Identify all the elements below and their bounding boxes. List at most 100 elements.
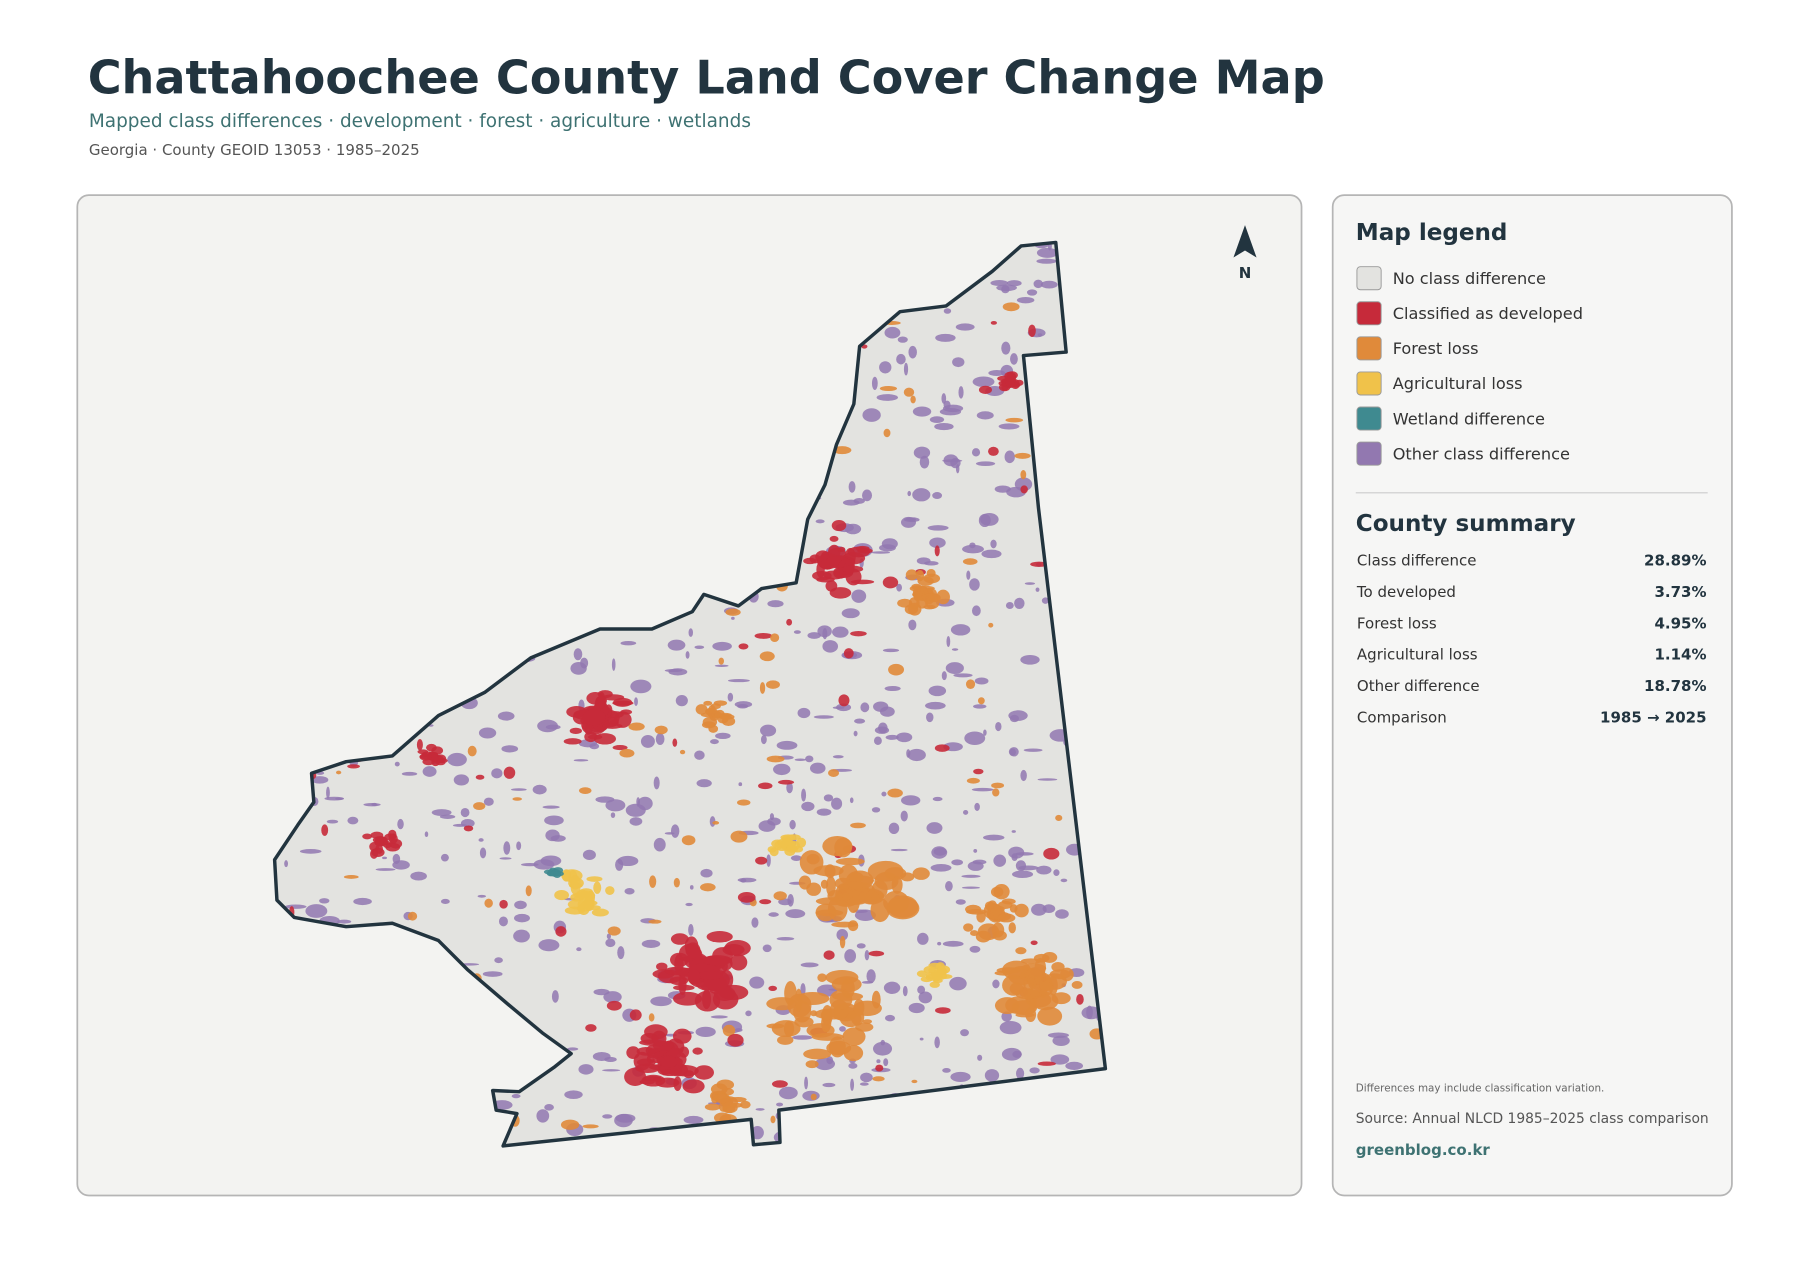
patch <box>810 1093 817 1101</box>
patch <box>759 682 766 694</box>
patch <box>951 648 959 651</box>
patch <box>910 395 916 404</box>
patch <box>688 924 694 936</box>
patch <box>1005 602 1014 610</box>
patch <box>416 739 423 751</box>
patch <box>915 569 925 582</box>
patch <box>978 385 992 395</box>
patch <box>612 700 634 706</box>
patch <box>1012 870 1034 879</box>
legend-label: Agricultural loss <box>1393 374 1523 393</box>
patch <box>884 686 901 692</box>
patch <box>962 810 969 815</box>
patch <box>553 870 562 879</box>
patch <box>1086 1005 1093 1020</box>
patch <box>501 745 519 753</box>
patch <box>641 939 661 948</box>
patch <box>939 408 962 416</box>
patch <box>1037 778 1058 781</box>
patch <box>903 387 915 397</box>
site-link[interactable]: greenblog.co.kr <box>1356 1141 1491 1159</box>
patch <box>730 954 748 971</box>
patch <box>998 423 1020 430</box>
patch <box>792 1035 813 1040</box>
patch <box>962 558 978 565</box>
patch <box>822 1082 836 1088</box>
patch <box>854 718 866 724</box>
patch <box>538 939 560 952</box>
patch <box>700 883 716 892</box>
patch <box>776 740 798 750</box>
patch <box>479 847 487 859</box>
subtitle: Mapped class differences · development ·… <box>89 111 751 132</box>
patch <box>688 628 693 637</box>
patch <box>1005 996 1032 1015</box>
patch <box>710 1083 728 1095</box>
patch <box>820 879 829 889</box>
patch <box>901 795 921 806</box>
patch <box>654 725 668 735</box>
patch <box>927 525 949 531</box>
patch <box>335 797 344 800</box>
patch <box>371 802 378 807</box>
patch <box>636 1058 656 1067</box>
patch <box>608 711 624 719</box>
patch <box>725 608 741 616</box>
patch <box>911 1079 918 1084</box>
patch <box>873 1041 893 1056</box>
patch <box>1024 582 1036 585</box>
patch <box>695 1026 716 1038</box>
patch <box>673 877 680 888</box>
patch <box>905 569 918 581</box>
patch <box>583 896 595 912</box>
patch <box>617 946 625 960</box>
patch <box>832 446 852 455</box>
patch <box>727 692 734 702</box>
patch <box>990 886 1004 898</box>
patch <box>934 744 950 752</box>
patch <box>916 970 927 978</box>
patch <box>347 764 360 769</box>
patch <box>353 897 372 906</box>
patch <box>823 950 835 960</box>
patch <box>1053 869 1060 877</box>
patch <box>885 1014 895 1022</box>
patch <box>904 517 920 523</box>
patch <box>706 931 733 943</box>
patch <box>1042 951 1058 963</box>
patch <box>974 802 980 811</box>
patch <box>966 908 988 915</box>
patch <box>722 944 745 956</box>
patch <box>713 986 736 1001</box>
patch <box>952 357 965 368</box>
patch <box>888 822 900 835</box>
patch <box>513 929 530 943</box>
patch <box>648 919 662 924</box>
patch <box>839 935 846 949</box>
patch <box>729 1097 747 1103</box>
patch <box>842 565 864 573</box>
patch <box>770 633 780 642</box>
patch <box>417 749 429 755</box>
patch <box>912 867 930 880</box>
patch <box>934 423 954 431</box>
legend-label: Classified as developed <box>1393 304 1583 323</box>
patch <box>908 1002 925 1014</box>
patch <box>832 626 849 638</box>
patch <box>850 630 867 637</box>
patch <box>410 871 427 881</box>
patch <box>785 909 806 919</box>
patch <box>440 853 449 862</box>
patch <box>983 729 987 736</box>
patch <box>1020 958 1041 965</box>
patch <box>734 701 753 708</box>
patch <box>343 875 359 879</box>
patch <box>1011 830 1016 833</box>
patch <box>964 731 986 746</box>
patch <box>759 899 772 905</box>
patch <box>453 774 470 786</box>
legend-label: Forest loss <box>1393 339 1479 358</box>
patch <box>1030 940 1038 946</box>
note: Differences may include classification v… <box>1356 1083 1605 1095</box>
patch <box>682 1079 705 1094</box>
